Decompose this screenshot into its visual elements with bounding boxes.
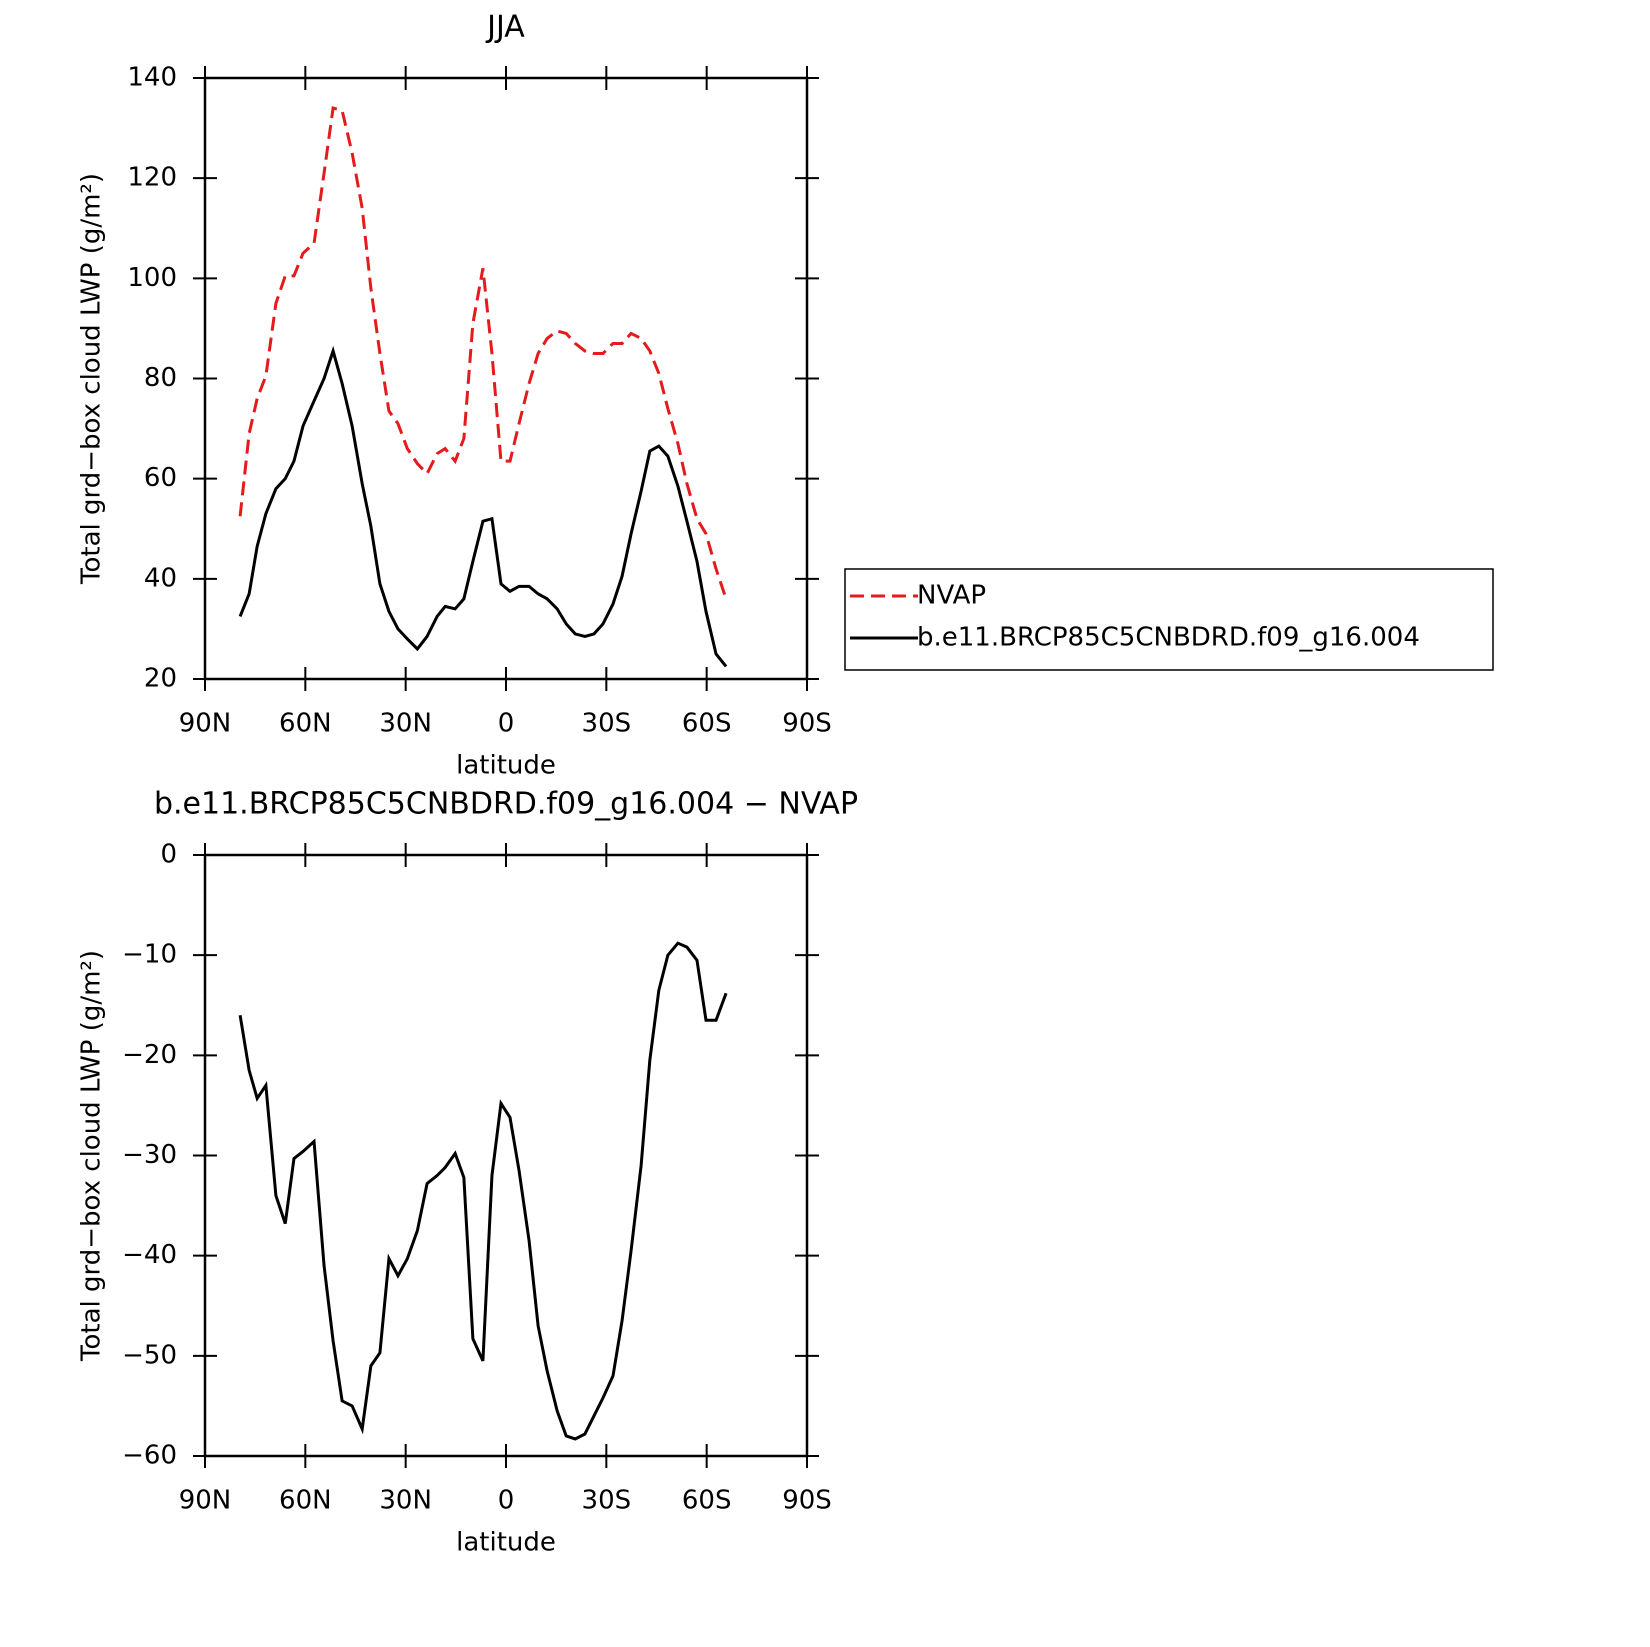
x-tick-label: 30N xyxy=(379,1486,432,1516)
x-axis-label: latitude xyxy=(456,1528,556,1558)
y-tick-label: 20 xyxy=(144,664,177,694)
data-line xyxy=(238,941,728,1441)
x-axis-label: latitude xyxy=(456,751,556,781)
y-tick-label: 140 xyxy=(127,63,177,93)
legend-box xyxy=(844,568,1494,671)
x-tick-label: 0 xyxy=(498,709,515,739)
legend-label: NVAP xyxy=(917,581,986,611)
x-tick-label: 90N xyxy=(179,709,232,739)
x-tick-label: 30N xyxy=(379,709,432,739)
y-tick-label: 120 xyxy=(127,163,177,193)
x-tick-label: 30S xyxy=(582,1486,632,1516)
legend-label: b.e11.BRCP85C5CNBDRD.f09_g16.004 xyxy=(917,623,1420,653)
x-tick-label: 60S xyxy=(682,1486,732,1516)
legend: NVAP b.e11.BRCP85C5CNBDRD.f09_g16.004 xyxy=(844,568,1494,671)
x-tick-label: 90S xyxy=(782,1486,832,1516)
data-line xyxy=(238,345,728,668)
x-tick-label: 90S xyxy=(782,709,832,739)
y-axis-label: Total grd−box cloud LWP (g/m²) xyxy=(77,950,107,1362)
y-tick-label: 0 xyxy=(160,840,177,870)
y-tick-label: −20 xyxy=(122,1040,177,1070)
y-tick-label: 60 xyxy=(144,463,177,493)
x-tick-label: 90N xyxy=(179,1486,232,1516)
x-tick-label: 60N xyxy=(279,1486,332,1516)
y-tick-label: 100 xyxy=(127,263,177,293)
data-line xyxy=(238,106,728,600)
chart-title: JJA xyxy=(485,10,525,45)
x-tick-label: 30S xyxy=(582,709,632,739)
plot-frame xyxy=(203,853,809,1458)
x-tick-label: 0 xyxy=(498,1486,515,1516)
y-tick-label: 80 xyxy=(144,363,177,393)
y-tick-label: −30 xyxy=(122,1140,177,1170)
y-tick-label: −50 xyxy=(122,1340,177,1370)
y-tick-label: −60 xyxy=(122,1441,177,1471)
y-tick-label: 40 xyxy=(144,563,177,593)
x-tick-label: 60N xyxy=(279,709,332,739)
y-axis-label: Total grd−box cloud LWP (g/m²) xyxy=(77,173,107,585)
y-tick-label: −10 xyxy=(122,940,177,970)
chart-title: b.e11.BRCP85C5CNBDRD.f09_g16.004 − NVAP xyxy=(154,787,858,822)
y-tick-label: −40 xyxy=(122,1240,177,1270)
x-tick-label: 60S xyxy=(682,709,732,739)
